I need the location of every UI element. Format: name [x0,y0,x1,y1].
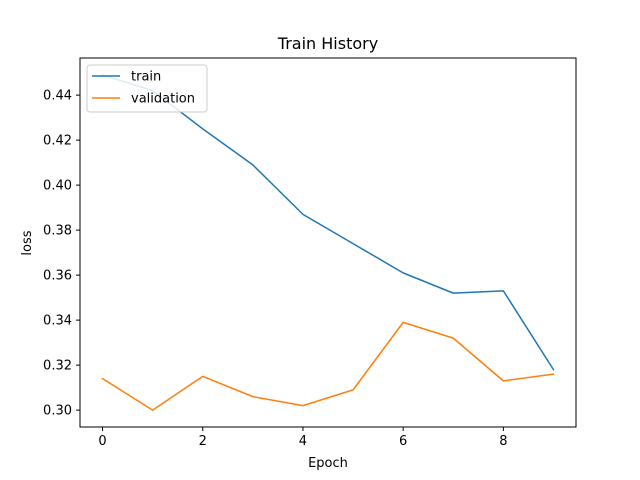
y-axis-label: loss [20,230,35,255]
x-tick-label: 0 [98,434,106,449]
legend-label-train: train [131,70,161,85]
y-tick-label: 0.40 [43,179,72,194]
x-tick-label: 8 [499,434,507,449]
plot-lines [101,73,555,411]
y-tick-label: 0.42 [43,134,72,149]
plot-frame [79,57,577,428]
y-tick-label: 0.30 [43,404,72,419]
y-tick-label: 0.32 [43,359,72,374]
y-tick-label: 0.34 [43,314,72,329]
y-tick-label: 0.44 [43,89,72,104]
legend: train validation [86,64,208,113]
x-axis-label: Epoch [308,456,348,471]
x-axis-ticks: 0 2 4 6 8 [98,427,507,449]
series-line-validation [101,321,555,411]
x-tick-label: 6 [399,434,407,449]
y-tick-label: 0.38 [43,224,72,239]
y-tick-label: 0.36 [43,269,72,284]
chart-title: Train History [277,34,378,53]
series-line-train [101,73,555,371]
y-axis-ticks: 0.30 0.32 0.34 0.36 0.38 0.40 0.42 0.44 [43,89,80,419]
legend-label-validation: validation [131,92,195,107]
x-tick-label: 4 [299,434,307,449]
x-tick-label: 2 [199,434,207,449]
